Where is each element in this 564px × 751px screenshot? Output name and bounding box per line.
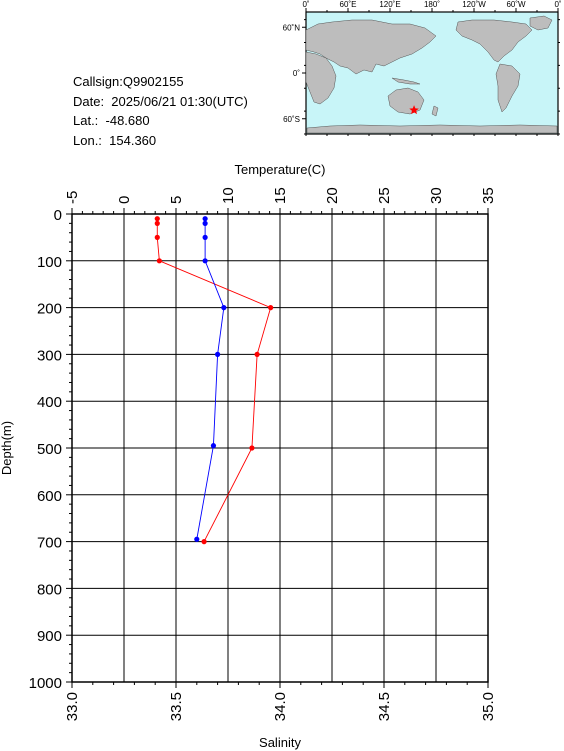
- latitude-text: Lat.: -48.680: [73, 113, 150, 128]
- temperature-point: [249, 445, 255, 451]
- depth-tick-label: 600: [37, 488, 62, 505]
- salinity-point: [202, 258, 208, 264]
- salinity-tick-label: 35.0: [480, 692, 497, 721]
- temperature-point: [254, 351, 260, 357]
- temperature-point: [201, 539, 207, 545]
- temperature-tick-label: 20: [324, 187, 341, 204]
- land-antarctica: [306, 124, 558, 134]
- temperature-point: [156, 258, 162, 264]
- map-longitude-label: 120˚W: [462, 0, 486, 9]
- float-info: Callsign:Q9902155 Date: 2025/06/21 01:30…: [73, 72, 248, 150]
- map-longitude-label: 60˚W: [506, 0, 526, 9]
- temperature-tick-label: 10: [220, 187, 237, 204]
- temperature-tick-label: 25: [376, 187, 393, 204]
- salinity-tick-label: 34.0: [272, 692, 289, 721]
- map-longitude-label: 0˚: [554, 0, 561, 9]
- salinity-point: [221, 305, 227, 311]
- depth-tick-label: 0: [54, 207, 62, 224]
- map-longitude-label: 0˚: [302, 0, 309, 9]
- depth-tick-label: 500: [37, 441, 62, 458]
- depth-tick-label: 900: [37, 628, 62, 645]
- salinity-point: [202, 220, 208, 226]
- temperature-point: [268, 305, 274, 311]
- date-text: Date: 2025/06/21 01:30(UTC): [73, 93, 248, 109]
- salinity-point: [202, 234, 208, 240]
- location-map: 0˚ 60˚E 120˚E 180˚ 120˚W 60˚W 0˚ 60˚N 0˚ 60˚S: [283, 0, 562, 136]
- salinity-point: [194, 536, 200, 542]
- depth-tick-label: 100: [37, 254, 62, 271]
- salinity-point: [215, 351, 221, 357]
- map-longitude-label: 180˚: [424, 0, 440, 9]
- map-longitude-label: 120˚E: [379, 0, 400, 9]
- salinity-tick-label: 33.0: [64, 692, 81, 721]
- land-greenland: [529, 15, 553, 31]
- map-latitude-label: 60˚N: [283, 23, 301, 32]
- float-location-marker: [409, 105, 419, 115]
- salinity-point: [210, 443, 217, 449]
- temperature-axis-title: Temperature(C): [234, 162, 325, 177]
- map-latitude-label: 60˚S: [283, 115, 300, 124]
- land-indonesia: [391, 77, 421, 85]
- map-land: [305, 15, 558, 134]
- salinity-series: [194, 216, 227, 542]
- depth-tick-label: 1000: [29, 675, 62, 692]
- salinity-axis-title: Salinity: [259, 735, 301, 750]
- temperature-tick-label: 35: [480, 187, 497, 204]
- temperature-tick-label: 0: [116, 196, 133, 204]
- land-eurasia: [305, 19, 437, 75]
- temperature-series: [154, 216, 274, 545]
- land-africa: [305, 51, 337, 105]
- temperature-point: [154, 234, 160, 240]
- depth-axis-title: Depth(m): [0, 421, 14, 475]
- temperature-point: [154, 216, 160, 222]
- depth-tick-label: 300: [37, 347, 62, 364]
- depth-tick-label: 800: [37, 581, 62, 598]
- salinity-tick-label: 33.5: [168, 692, 185, 721]
- longitude-text: Lon.: 154.360: [73, 132, 157, 148]
- salinity-tick-label: 34.5: [376, 692, 393, 721]
- map-latitude-label: 0˚: [293, 69, 300, 78]
- depth-tick-label: 400: [37, 394, 62, 411]
- depth-tick-label: 700: [37, 535, 62, 552]
- land-north-america: [455, 19, 533, 63]
- land-south-america: [495, 63, 521, 113]
- land-new-zealand: [431, 105, 439, 117]
- depth-tick-label: 200: [37, 301, 62, 318]
- salinity-point: [202, 216, 208, 222]
- map-longitude-label: 60˚E: [340, 0, 357, 9]
- callsign-text: Callsign:Q9902155: [73, 74, 184, 89]
- temperature-tick-label: -5: [64, 191, 81, 204]
- temperature-point: [154, 220, 160, 226]
- temperature-tick-label: 5: [168, 196, 185, 204]
- temperature-tick-label: 30: [428, 187, 445, 204]
- temperature-tick-label: 15: [272, 187, 289, 204]
